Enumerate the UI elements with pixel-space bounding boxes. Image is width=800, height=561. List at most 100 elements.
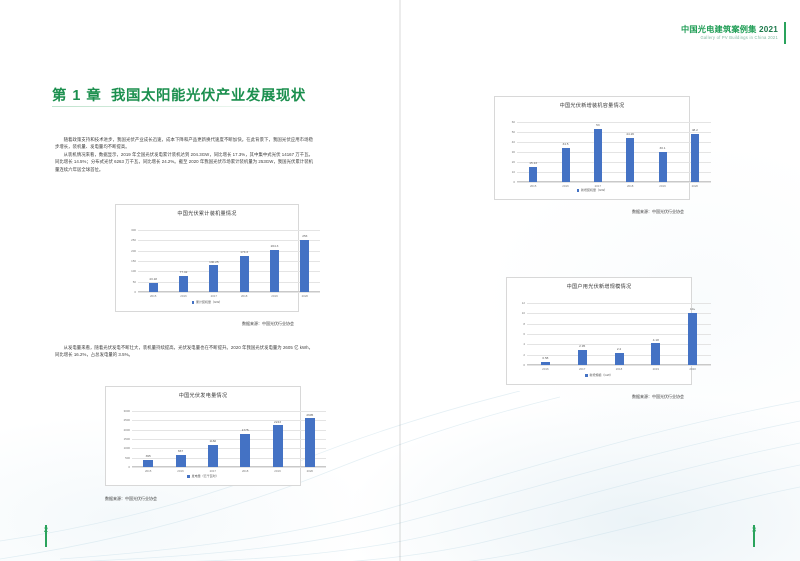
y-axis-tick-label: 500 bbox=[125, 455, 130, 460]
bar: 53 2017 bbox=[593, 123, 602, 188]
gridline bbox=[517, 132, 711, 133]
gridline bbox=[527, 303, 711, 304]
bar: 130.25 2017 bbox=[209, 260, 218, 299]
gridline bbox=[527, 313, 711, 315]
bar-value-label: 395 bbox=[145, 454, 151, 459]
bar-value-label: 1775 bbox=[241, 428, 249, 433]
bar-value-label: 130.25 bbox=[209, 259, 219, 264]
legend-swatch-icon bbox=[585, 373, 588, 377]
figure-1-title: 中国光伏累计装机量情况 bbox=[177, 211, 237, 217]
figure-3-plot: 0 10 20 30 40 50 60 15.13 2015 34.5 2016 53 2017 44.2… bbox=[512, 120, 711, 188]
bar: 2.95 2017 bbox=[577, 344, 587, 371]
gridline bbox=[132, 467, 326, 468]
figure-power-generation: 中国光伏发电量情况 0 500 1000 1500 2000 2500 3000 395 201… bbox=[105, 386, 326, 486]
bar-value-label: 43.18 bbox=[149, 277, 158, 282]
bar: 30.1 2019 bbox=[658, 146, 667, 188]
x-axis-tick-label: 2017 bbox=[578, 367, 586, 372]
paragraph-1: 随着政策支持和技术进步，我国光伏产业成长迅速，成本下降和产品更新换代速度不断加快… bbox=[55, 137, 313, 150]
left-page: 第 1 章 我国太阳能光伏产业发展现状 随着政策支持和技术进步，我国光伏产业成长… bbox=[44, 88, 326, 547]
gridline bbox=[138, 250, 320, 252]
gridline bbox=[517, 162, 711, 163]
paragraph-2: 从装机情况来看，数据显示，2019 年全国光伏发电累计装机达到 204.3GW，… bbox=[55, 152, 313, 172]
bar-value-label: 15.13 bbox=[529, 161, 538, 166]
figure-1-legend: 累计装机量（GW） bbox=[116, 300, 298, 304]
y-axis-tick-label: 0 bbox=[128, 465, 130, 469]
gridline bbox=[138, 281, 320, 283]
y-axis-tick-label: 2500 bbox=[123, 418, 130, 423]
figure-1-plot: 0 50 100 150 200 250 300 43.18 2015 77.42 2016 130.… bbox=[131, 228, 320, 299]
left-folio-rule bbox=[45, 525, 47, 547]
gridline bbox=[527, 323, 711, 325]
bar-value-label: 30.1 bbox=[659, 146, 666, 151]
bar: 0.58 2016 bbox=[540, 356, 550, 371]
bar-value-label: 667 bbox=[177, 448, 184, 453]
x-axis-tick-label: 2015 bbox=[149, 294, 157, 299]
bar-value-label: 204.3 bbox=[270, 244, 279, 249]
y-axis-tick-label: 8 bbox=[523, 321, 525, 326]
figure-1-legend-label: 累计装机量（GW） bbox=[196, 300, 223, 304]
x-axis-tick-label: 2020 bbox=[301, 294, 309, 299]
gridline bbox=[132, 457, 326, 459]
figure-2-plot: 0 500 1000 1500 2000 2500 3000 395 2015 667 2016 11… bbox=[124, 409, 326, 473]
bar-value-label: 77.42 bbox=[179, 270, 188, 275]
x-axis-tick-label: 2019 bbox=[652, 367, 660, 372]
bar: 15.13 2015 bbox=[529, 161, 538, 188]
y-axis-tick-label: 10 bbox=[511, 170, 515, 174]
bar: 34.5 2016 bbox=[561, 142, 570, 188]
x-axis-tick-label: 2020 bbox=[689, 367, 696, 372]
figure-4-title: 中国户用光伏新增规模情况 bbox=[566, 284, 632, 290]
bar-value-label: 2.95 bbox=[579, 344, 586, 349]
x-axis-tick-label: 2016 bbox=[180, 294, 187, 299]
figure-4-source: 数据来源：中国光伏行业协会 bbox=[632, 394, 684, 399]
running-header-title-cn: 中国光电建筑案例集 bbox=[681, 25, 757, 34]
x-axis-tick-label: 2018 bbox=[615, 367, 623, 372]
bar-value-label: 2243 bbox=[274, 419, 281, 424]
y-axis-tick-label: 250 bbox=[131, 238, 136, 243]
y-axis-tick-label: 6 bbox=[523, 332, 525, 336]
x-axis-tick-label: 2020 bbox=[306, 469, 314, 474]
chapter-divider bbox=[52, 106, 304, 107]
figure-3-legend: 新增装机量（GW） bbox=[495, 188, 689, 192]
paragraph-3: 从发电量来看，随着光伏发电不断壮大，装机量持续提高，光伏发电量也在不断提升。20… bbox=[55, 345, 313, 358]
legend-swatch-icon bbox=[576, 188, 580, 192]
x-axis-tick-label: 2018 bbox=[626, 184, 634, 189]
gridline bbox=[517, 172, 711, 173]
bar: 43.18 2015 bbox=[148, 277, 158, 298]
x-axis-tick-label: 2019 bbox=[271, 294, 278, 299]
x-axis-tick-label: 2016 bbox=[177, 469, 184, 474]
figure-cumulative-capacity: 中国光伏累计装机量情况 0 50 100 150 200 250 300 43.18 2015 7… bbox=[115, 204, 320, 312]
gridline bbox=[132, 411, 326, 412]
legend-swatch-icon bbox=[191, 300, 195, 304]
gridline bbox=[517, 142, 711, 143]
bar: 667 2016 bbox=[175, 449, 186, 473]
bar: 253 2020 bbox=[300, 234, 310, 298]
x-axis-tick-label: 2018 bbox=[241, 469, 249, 474]
y-axis-tick-label: 40 bbox=[511, 140, 515, 144]
figure-household-pv: 中国户用光伏新增规模情况 0 2 4 6 8 10 12 0.58 2016 2.95 2017 2.… bbox=[506, 277, 711, 385]
gridline bbox=[138, 271, 320, 273]
bar-value-label: 10+ bbox=[689, 307, 696, 312]
bar-value-label: 2605 bbox=[306, 412, 314, 417]
figure-3-legend-label: 新增装机量（GW） bbox=[581, 188, 608, 192]
bar: 1182 2017 bbox=[207, 439, 218, 473]
bar-value-label: 4.18 bbox=[652, 337, 659, 342]
x-axis-tick-label: 2018 bbox=[240, 294, 248, 299]
figure-2-source: 数据来源：中国光伏行业协会 bbox=[105, 496, 157, 501]
gridline bbox=[138, 230, 320, 231]
bar-value-label: 34.5 bbox=[562, 141, 569, 146]
x-axis-tick-label: 2020 bbox=[691, 184, 699, 189]
x-axis-tick-label: 2017 bbox=[594, 184, 602, 189]
gridline bbox=[517, 122, 711, 123]
gridline bbox=[517, 182, 711, 183]
y-axis-tick-label: 200 bbox=[131, 248, 136, 253]
gridline bbox=[132, 420, 326, 422]
x-axis-line bbox=[138, 291, 320, 292]
gridline bbox=[138, 261, 320, 262]
y-axis-tick-label: 50 bbox=[132, 279, 136, 284]
y-axis-tick-label: 30 bbox=[511, 150, 515, 154]
y-axis-tick-label: 0 bbox=[134, 290, 136, 294]
x-axis-line bbox=[517, 181, 711, 182]
figure-2-legend-label: 发电量（亿千瓦时） bbox=[191, 474, 219, 478]
figure-3-source: 数据来源：中国光伏行业协会 bbox=[632, 209, 684, 214]
right-folio-rule bbox=[753, 525, 755, 547]
